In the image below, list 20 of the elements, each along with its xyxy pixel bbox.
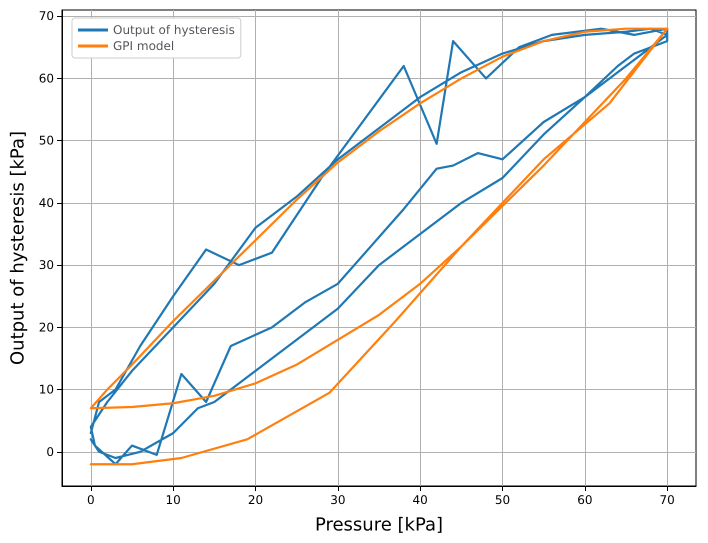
legend-label: GPI model <box>113 39 174 53</box>
y-tick-label: 50 <box>38 134 54 148</box>
x-tick-label: 40 <box>412 493 428 507</box>
x-axis-title: Pressure [kPa] <box>314 514 444 536</box>
y-tick-label: 60 <box>38 71 54 86</box>
y-tick-label: 40 <box>38 196 54 210</box>
legend-label: Output of hysteresis <box>113 23 235 37</box>
x-tick-label: 10 <box>166 493 181 507</box>
y-tick-label: 20 <box>38 320 54 334</box>
x-tick-label: 60 <box>577 493 592 507</box>
x-tick-label: 50 <box>494 493 510 507</box>
x-tick-label: 30 <box>330 493 346 507</box>
x-tick-label: 0 <box>87 493 95 507</box>
y-tick-label: 70 <box>38 9 54 24</box>
y-tick-label: 30 <box>38 258 54 272</box>
x-tick-label: 70 <box>660 493 675 507</box>
y-axis-title: Output of hysteresis [kPa] <box>8 131 28 365</box>
y-tick-label: 10 <box>38 382 54 397</box>
y-tick-label: 0 <box>46 444 54 459</box>
x-tick-label: 20 <box>248 493 264 507</box>
